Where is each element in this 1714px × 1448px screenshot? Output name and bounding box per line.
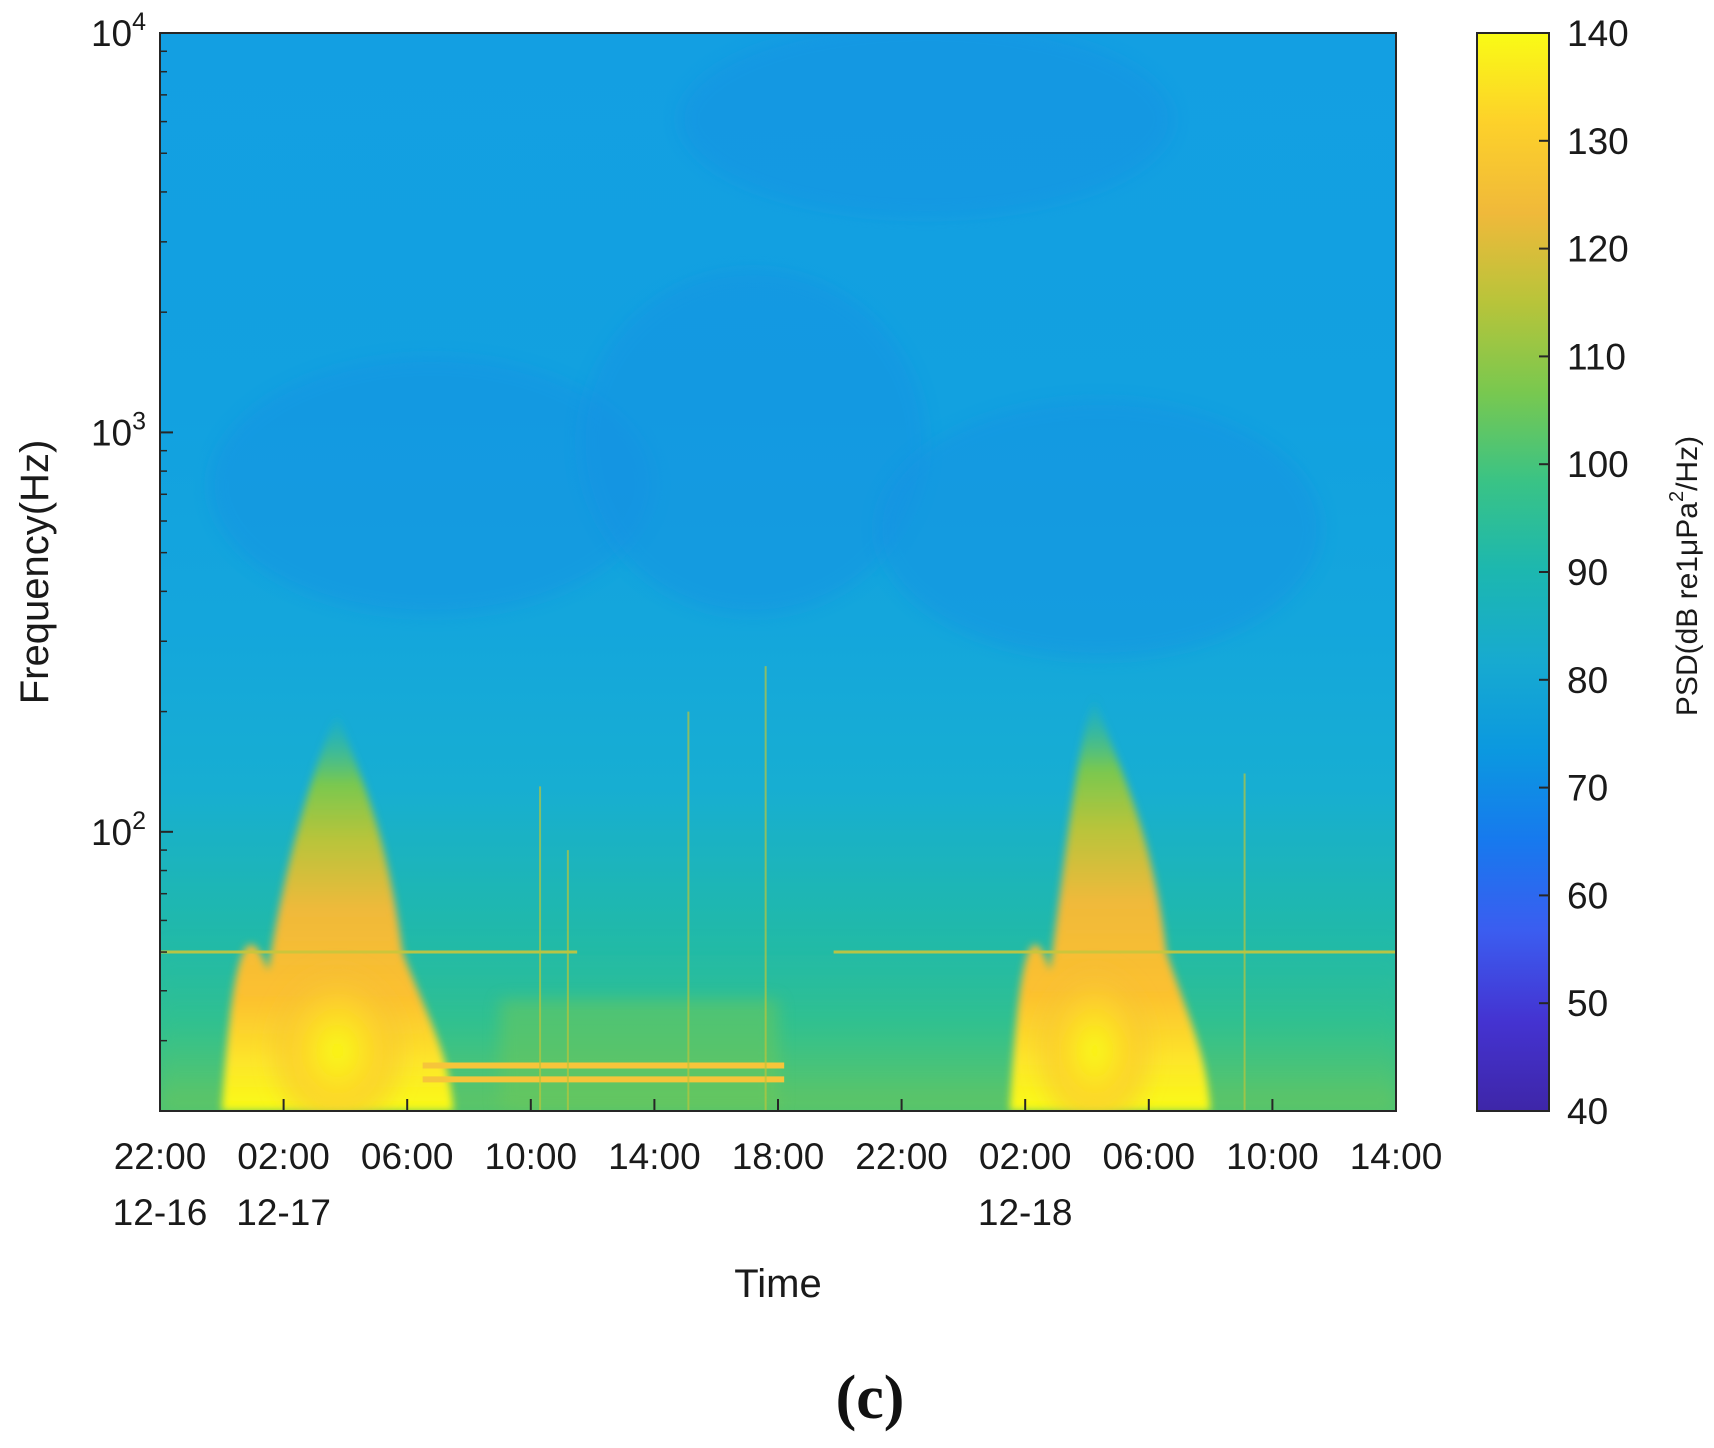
- colorbar-tick-label: 40: [1567, 1091, 1608, 1132]
- x-tick-time-label: 06:00: [1103, 1136, 1196, 1177]
- x-tick-time-label: 10:00: [485, 1136, 578, 1177]
- low-psd-region-3: [876, 399, 1322, 659]
- colorbar-tick-label: 110: [1567, 336, 1626, 377]
- low-psd-region-2: [580, 270, 927, 616]
- x-tick-time-label: 14:00: [1350, 1136, 1443, 1177]
- spectrogram-layers: [160, 33, 1396, 1111]
- colorbar-tick-label: 120: [1567, 229, 1629, 270]
- colorbar-tick-label: 80: [1567, 660, 1608, 701]
- low-psd-region-4: [679, 33, 1174, 217]
- colorbar-title: PSD(dB re1μPa2/Hz): [1666, 436, 1704, 716]
- x-tick-date-label: 12-16: [113, 1192, 208, 1233]
- colorbar-ticks: 40 50 60 70 80 90 100 110 120 130 140: [1539, 13, 1629, 1132]
- x-tick-time-label: 02:00: [237, 1136, 330, 1177]
- x-tick-time-label: 22:00: [855, 1136, 948, 1177]
- x-tick-time-label: 22:00: [114, 1136, 207, 1177]
- y-tick-base: 10: [91, 812, 132, 853]
- x-axis-ticks: 22:00 12-16 02:00 12-17 06:00 10:00 14:00 18:00…: [113, 1099, 1443, 1233]
- y-tick-base: 10: [91, 412, 132, 453]
- colorbar-title-superscript: 2: [1666, 491, 1688, 502]
- plot-area: [159, 32, 1397, 1112]
- low-psd-region-1: [209, 356, 655, 616]
- x-tick-date-label: 12-18: [978, 1192, 1073, 1233]
- colorbar-tick-label: 130: [1567, 121, 1629, 162]
- y-tick-exponent: 4: [132, 8, 146, 36]
- x-axis-title: Time: [734, 1262, 821, 1306]
- colorbar-tick-label: 90: [1567, 552, 1608, 593]
- event-1-peak-glow: [263, 961, 412, 1111]
- x-tick-date-label: 12-17: [236, 1192, 331, 1233]
- y-tick-label: 103: [91, 407, 146, 453]
- x-tick-time-label: 06:00: [361, 1136, 454, 1177]
- colorbar-title-unit: /Hz): [1671, 436, 1704, 491]
- y-tick-label: 104: [91, 8, 146, 54]
- panel-label: (c): [836, 1364, 905, 1432]
- x-tick-time-label: 14:00: [608, 1136, 701, 1177]
- daytime-activity-patch: [499, 999, 778, 1111]
- event-2: [1009, 695, 1211, 1111]
- colorbar: 40 50 60 70 80 90 100 110 120 130 140 PSD(dB re1μP…: [1476, 13, 1704, 1132]
- x-tick-time-label: 02:00: [979, 1136, 1072, 1177]
- y-axis-title: Frequency(Hz): [13, 440, 57, 705]
- y-tick-label: 102: [91, 807, 146, 853]
- colorbar-tick-label: 100: [1567, 444, 1629, 485]
- colorbar-tick-label: 50: [1567, 983, 1608, 1024]
- colorbar-tick-label: 70: [1567, 768, 1608, 809]
- colorbar-title-main: PSD(dB re1μPa: [1671, 502, 1704, 716]
- x-tick-time-label: 18:00: [732, 1136, 825, 1177]
- x-tick-time-label: 10:00: [1226, 1136, 1319, 1177]
- colorbar-gradient-bar: [1476, 32, 1550, 1112]
- y-tick-exponent: 3: [132, 407, 146, 435]
- colorbar-tick-label: 140: [1567, 13, 1629, 54]
- y-tick-base: 10: [91, 13, 132, 54]
- colorbar-tick-label: 60: [1567, 875, 1608, 916]
- event-1: [221, 711, 454, 1111]
- event-2-peak-glow: [1030, 961, 1159, 1111]
- y-tick-exponent: 2: [132, 807, 146, 835]
